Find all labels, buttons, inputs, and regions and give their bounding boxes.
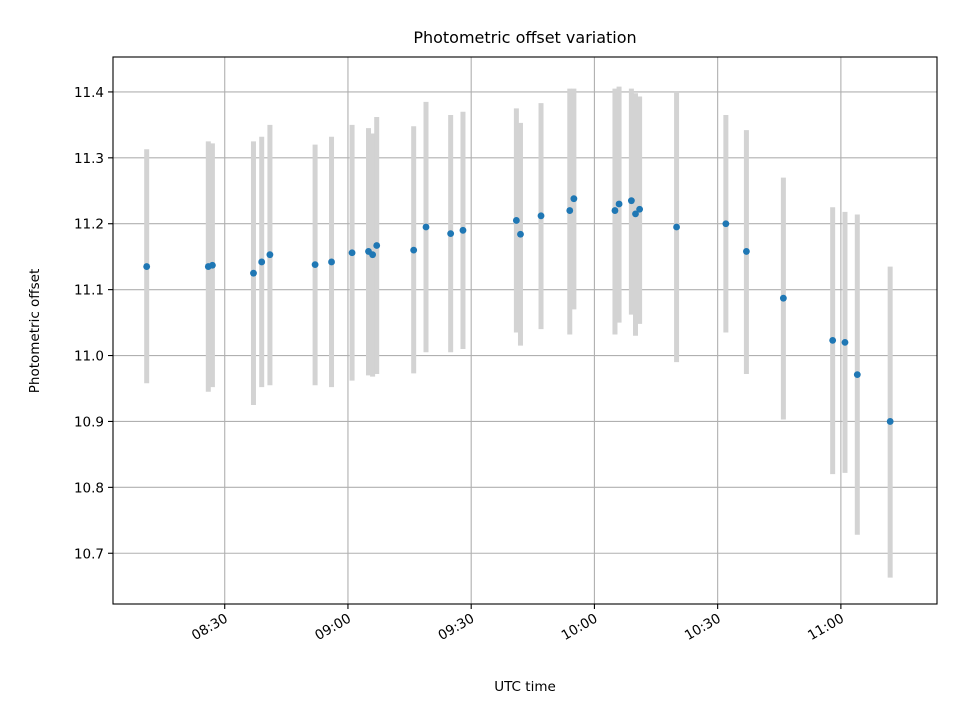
y-tick-label: 11.2: [74, 217, 104, 233]
data-point: [447, 230, 455, 238]
data-point: [743, 248, 750, 255]
plot-frame: [112, 56, 938, 605]
grid-lines: [113, 57, 937, 604]
data-point: [673, 223, 680, 231]
data-point: [422, 223, 430, 231]
y-tick-label: 11.0: [74, 349, 104, 365]
y-tick-label: 11.1: [74, 283, 104, 299]
data-point: [829, 336, 837, 344]
data-point: [209, 261, 216, 269]
x-axis-label: UTC time: [494, 679, 556, 695]
data-point: [886, 418, 894, 425]
data-point: [311, 261, 319, 268]
data-point: [570, 195, 578, 203]
data-point: [636, 205, 644, 213]
data-point: [373, 242, 381, 249]
data-points: [143, 195, 894, 425]
y-axis-ticks: 10.7 10.8 10.9 11.0 11.1 11.2 11.3 11.4: [74, 85, 113, 562]
y-tick-label: 10.7: [74, 546, 104, 562]
data-point: [611, 207, 619, 214]
data-point: [632, 210, 639, 218]
data-point: [853, 371, 861, 379]
data-point: [258, 258, 266, 266]
data-point: [369, 251, 377, 259]
data-point: [250, 269, 257, 277]
data-point: [512, 217, 520, 224]
y-tick-label: 11.4: [74, 85, 104, 101]
data-point: [517, 230, 524, 238]
data-point: [779, 294, 787, 302]
y-tick-label: 11.3: [74, 151, 104, 167]
data-point: [566, 207, 574, 214]
data-point: [722, 220, 730, 228]
data-point: [410, 246, 418, 254]
data-point: [143, 263, 151, 270]
data-point: [537, 212, 545, 220]
data-point: [615, 200, 623, 208]
data-point: [841, 338, 849, 346]
y-axis-label: Photometric offset: [27, 269, 43, 393]
data-point: [627, 197, 635, 205]
data-point: [328, 258, 335, 266]
data-point: [459, 226, 467, 234]
data-point: [348, 249, 356, 257]
data-point: [266, 251, 274, 259]
chart-title: Photometric offset variation: [413, 28, 636, 47]
y-tick-label: 10.8: [74, 480, 104, 496]
y-tick-label: 10.9: [74, 414, 104, 430]
